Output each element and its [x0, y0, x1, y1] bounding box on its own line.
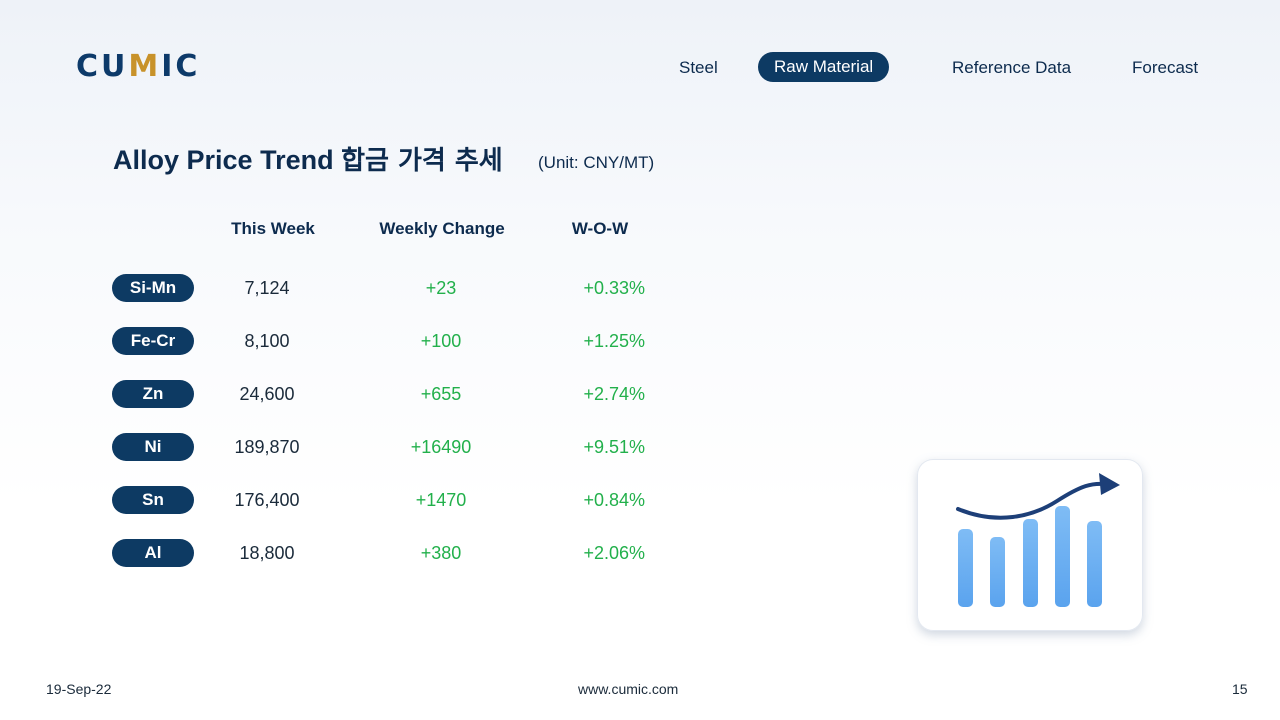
- weekly-change-value: +100: [420, 331, 462, 351]
- title-korean: 합금 가격 추세: [341, 146, 503, 176]
- bar-chart-trend-icon: [917, 459, 1143, 631]
- metal-badge: Si-Mn: [112, 274, 194, 302]
- unit-label: (Unit: CNY/MT): [538, 153, 655, 172]
- metal-badge: Sn: [112, 486, 194, 514]
- weekly-change-value: +16490: [410, 437, 472, 457]
- weekly-change-value: +1470: [415, 490, 467, 510]
- header-weekly-change: Weekly Change: [379, 219, 505, 238]
- this-week-value: 18,800: [239, 543, 295, 563]
- bar-chart-trend-graphic: [956, 473, 1120, 607]
- nav-raw-material[interactable]: Raw Material: [758, 52, 890, 82]
- page-number: 15: [1232, 681, 1248, 697]
- metal-badge: Al: [112, 539, 194, 567]
- weekly-change-value: +380: [420, 543, 462, 563]
- metal-badge: Ni: [112, 433, 194, 461]
- logo-text-start: CU: [76, 49, 129, 84]
- wow-value: +9.51%: [583, 437, 645, 457]
- table-row: Sn 176,400 +1470 +0.84%: [0, 486, 700, 516]
- wow-value: +2.74%: [583, 384, 645, 404]
- weekly-change-value: +655: [420, 384, 462, 404]
- this-week-value: 8,100: [244, 331, 290, 351]
- table-row: Si-Mn 7,124 +23 +0.33%: [0, 274, 700, 304]
- wow-value: +2.06%: [583, 543, 645, 563]
- header-this-week: This Week: [231, 219, 315, 238]
- weekly-change-value: +23: [425, 278, 457, 298]
- wow-value: +1.25%: [583, 331, 645, 351]
- top-nav: Steel Raw Material Reference Data Foreca…: [0, 52, 1280, 83]
- this-week-value: 7,124: [244, 278, 290, 298]
- nav-steel[interactable]: Steel: [679, 58, 718, 77]
- footer-website[interactable]: www.cumic.com: [578, 681, 679, 697]
- table-row: Ni 189,870 +16490 +9.51%: [0, 433, 700, 463]
- header-wow: W-O-W: [571, 219, 629, 238]
- wow-value: +0.84%: [583, 490, 645, 510]
- cumic-logo[interactable]: CUMIC: [76, 52, 200, 82]
- logo-text-end: IC: [161, 49, 201, 84]
- table-row: Zn 24,600 +655 +2.74%: [0, 380, 700, 410]
- wow-value: +0.33%: [583, 278, 645, 298]
- footer-date: 19-Sep-22: [46, 681, 112, 697]
- nav-reference-data[interactable]: Reference Data: [952, 58, 1072, 77]
- table-row: Al 18,800 +380 +2.06%: [0, 539, 700, 569]
- this-week-value: 24,600: [239, 384, 295, 404]
- table-row: Fe-Cr 8,100 +100 +1.25%: [0, 327, 700, 357]
- nav-forecast[interactable]: Forecast: [1132, 58, 1199, 77]
- page-title: Alloy Price Trend 합금 가격 추세: [113, 140, 503, 177]
- this-week-value: 176,400: [234, 490, 300, 510]
- title-english: Alloy Price Trend: [113, 145, 334, 175]
- metal-badge: Fe-Cr: [112, 327, 194, 355]
- logo-text-accent: M: [128, 49, 162, 84]
- this-week-value: 189,870: [234, 437, 300, 457]
- metal-badge: Zn: [112, 380, 194, 408]
